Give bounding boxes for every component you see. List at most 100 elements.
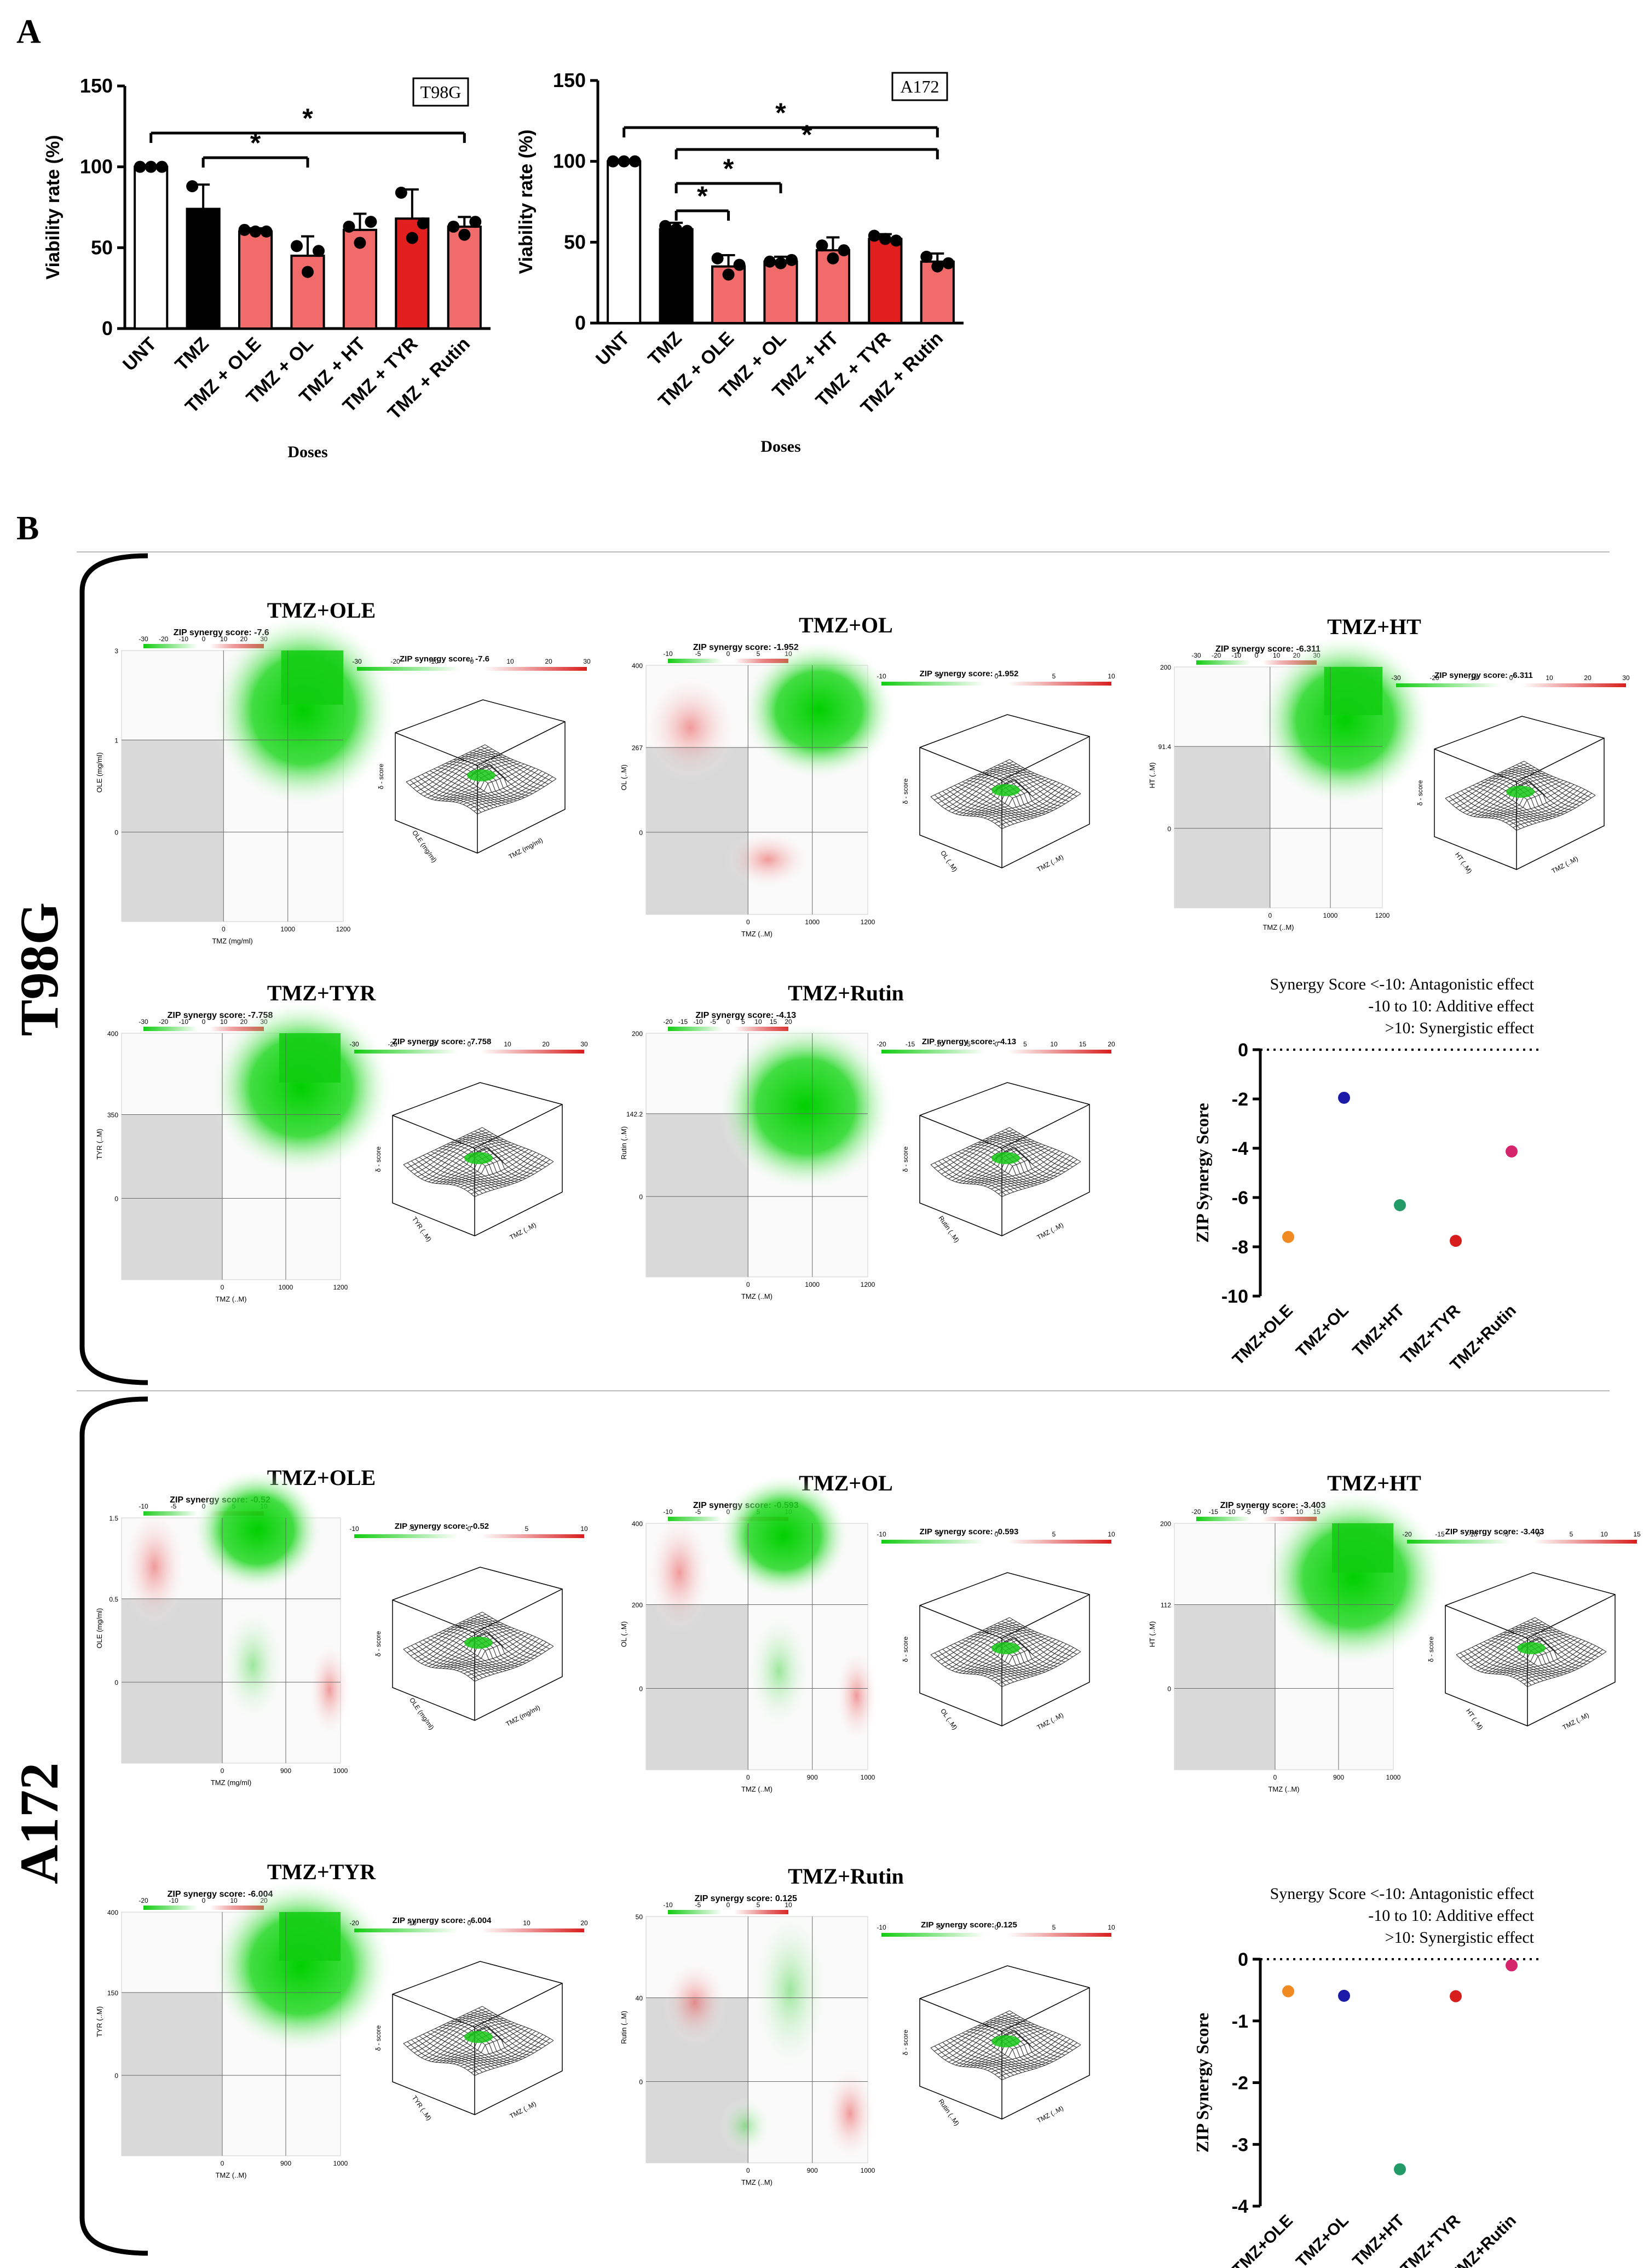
surface-green-patch bbox=[467, 769, 495, 781]
data-point bbox=[879, 233, 891, 245]
heatmap-legend-bar bbox=[1196, 660, 1317, 665]
y-tick-label: 0 bbox=[575, 312, 586, 334]
surface-cube-edge bbox=[395, 721, 566, 853]
heatmap-y-tick: 91.4 bbox=[1158, 743, 1172, 751]
mesh-line bbox=[415, 1643, 487, 1677]
heatmap-x-tick: 1000 bbox=[861, 1774, 875, 1781]
mesh-line bbox=[466, 1619, 538, 1657]
mesh-line bbox=[411, 2039, 483, 2073]
legend-tick: 0 bbox=[727, 1018, 730, 1026]
mesh-line bbox=[423, 2034, 495, 2069]
surface-y-label: HT (..M) bbox=[1454, 851, 1474, 875]
synergy-red-region bbox=[823, 2064, 877, 2163]
surface-x-label: TMZ (..M) bbox=[1550, 855, 1579, 875]
y-axis-title: ZIP Synergy Score bbox=[1192, 1103, 1212, 1242]
legend-tick: 5 bbox=[757, 650, 760, 658]
mesh-line bbox=[435, 1634, 506, 1671]
surface-legend-bar bbox=[881, 1933, 1111, 1937]
legend-tick: -30 bbox=[352, 658, 362, 665]
heatmap-y-label: HT (..M) bbox=[1148, 762, 1156, 788]
surface-cube bbox=[392, 1961, 563, 2115]
bar bbox=[763, 260, 798, 325]
mesh-line bbox=[982, 1140, 1053, 1179]
legend-tick: 0 bbox=[202, 635, 206, 643]
heatmap-x-tick: 0 bbox=[746, 1281, 750, 1288]
mesh-line bbox=[1516, 764, 1588, 801]
heatmap-y-tick: 400 bbox=[632, 1520, 643, 1528]
legend-tick: -15 bbox=[1435, 1530, 1445, 1538]
mesh-line bbox=[426, 2032, 499, 2068]
mesh-line bbox=[954, 2036, 1026, 2072]
heatmap-y-label: OL (..M) bbox=[620, 764, 628, 790]
data-point bbox=[618, 155, 630, 168]
heatmap-x-tick: 900 bbox=[807, 2167, 818, 2174]
heatmap-y-label: OL (..M) bbox=[620, 1621, 628, 1647]
surface-green-patch bbox=[464, 1152, 493, 1164]
y-tick-label: -8 bbox=[1232, 1237, 1248, 1258]
data-point bbox=[469, 216, 482, 228]
mesh-line bbox=[415, 1159, 487, 1193]
surface-green-patch bbox=[1506, 786, 1535, 798]
mesh-line bbox=[1523, 1622, 1595, 1660]
mesh-line bbox=[942, 1159, 1014, 1193]
mesh-line bbox=[1009, 2010, 1081, 2045]
mesh-line bbox=[1461, 790, 1533, 825]
synergy-red-region bbox=[661, 1958, 728, 2047]
mesh-line bbox=[1496, 774, 1568, 813]
heatmap-y-tick: 0 bbox=[114, 1195, 118, 1203]
mesh-line bbox=[1524, 1649, 1603, 1684]
mesh-line bbox=[1456, 1654, 1528, 1687]
heatmap-y-label: Rutin (..M) bbox=[620, 1126, 628, 1160]
data-point bbox=[920, 250, 933, 263]
mesh-line bbox=[1001, 2014, 1073, 2051]
mesh-line bbox=[478, 2007, 550, 2043]
mesh-line bbox=[985, 1138, 1057, 1177]
surface-y-label: OL (..M) bbox=[939, 849, 959, 873]
mesh-line bbox=[426, 1638, 499, 1673]
heatmap-x-tick: 0 bbox=[221, 1283, 224, 1291]
heatmap-y-tick: 200 bbox=[1160, 664, 1171, 671]
mesh-line bbox=[429, 770, 501, 806]
mesh-line bbox=[451, 1142, 522, 1181]
mesh-line bbox=[469, 752, 541, 790]
mesh-line bbox=[942, 1649, 1014, 1683]
synergy-red-region bbox=[641, 672, 740, 782]
mesh-line bbox=[950, 1155, 1022, 1190]
heatmap-y-tick: 0 bbox=[639, 829, 643, 837]
heatmap-x-tick: 1000 bbox=[333, 2160, 348, 2167]
data-point bbox=[302, 266, 314, 278]
data-point bbox=[659, 220, 672, 232]
legend-tick: -5 bbox=[1503, 1530, 1509, 1538]
heatmap-gray-region bbox=[122, 740, 224, 922]
surface-cube-edge bbox=[919, 1594, 1090, 1726]
heatmap-x-tick: 900 bbox=[280, 1767, 291, 1775]
y-tick-label: -4 bbox=[1232, 1138, 1248, 1159]
surface-score-text: ZIP synergy score: -0.593 bbox=[920, 1527, 1019, 1536]
mesh-line bbox=[1001, 1621, 1073, 1657]
legend-tick: 30 bbox=[583, 658, 591, 665]
mesh-line bbox=[930, 2047, 1002, 2080]
data-point bbox=[260, 225, 273, 238]
legend-tick: -10 bbox=[429, 658, 439, 665]
legend-tick: -5 bbox=[695, 1508, 701, 1516]
surface-z-label: δ - score bbox=[374, 1631, 382, 1656]
synergy-green-core bbox=[1332, 1523, 1393, 1573]
mesh-line bbox=[982, 1630, 1053, 1669]
x-tick-label: TMZ bbox=[171, 333, 213, 375]
legend-tick: -10 bbox=[1232, 652, 1242, 659]
mesh-line bbox=[471, 2038, 550, 2073]
surface-cube-edge bbox=[1434, 738, 1605, 870]
mesh-line bbox=[1005, 761, 1077, 797]
legend-tick: 10 bbox=[506, 658, 514, 665]
mesh-line bbox=[946, 788, 1018, 823]
mesh-line bbox=[403, 2043, 475, 2076]
legend-tick: 30 bbox=[1622, 674, 1630, 682]
mesh-line bbox=[982, 772, 1053, 811]
mesh-line bbox=[410, 780, 482, 813]
data-point bbox=[313, 245, 325, 257]
heatmap-gray-region bbox=[1174, 746, 1270, 908]
mesh-line bbox=[473, 750, 545, 787]
legend-tick: 0 bbox=[995, 672, 999, 680]
legend-tick: -10 bbox=[426, 1040, 436, 1048]
